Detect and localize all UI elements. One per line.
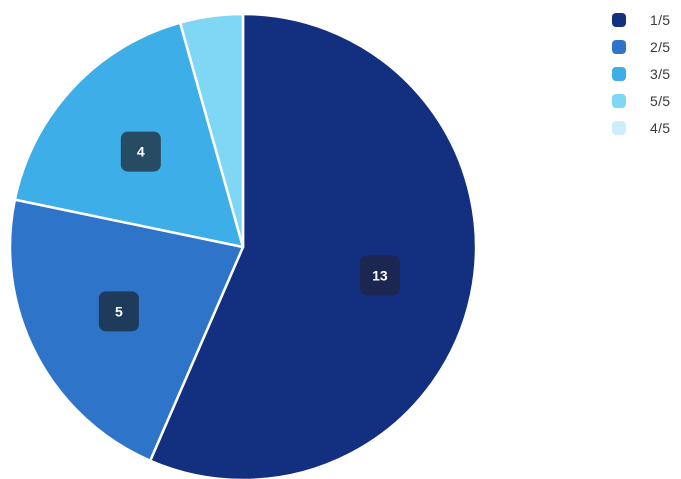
data-label-text: 5 (115, 303, 123, 319)
legend-item-1-5[interactable]: 1/5 (612, 8, 670, 31)
legend-swatch (612, 39, 626, 54)
legend-swatch (612, 66, 626, 81)
legend-label: 2/5 (650, 38, 671, 55)
data-label-1-5: 13 (359, 255, 400, 296)
pie-slices (8, 12, 478, 479)
legend-item-4-5[interactable]: 4/5 (612, 116, 670, 139)
data-label-2-5: 5 (98, 291, 139, 332)
legend-label: 4/5 (650, 119, 671, 136)
legend-label: 5/5 (650, 92, 671, 109)
legend-swatch (612, 93, 626, 108)
legend-item-5-5[interactable]: 5/5 (612, 89, 670, 112)
data-label-text: 13 (372, 267, 388, 283)
data-label-bg (359, 255, 400, 296)
data-label-bg (98, 291, 139, 332)
legend-swatch (612, 12, 626, 27)
data-label-bg (120, 131, 161, 172)
legend-item-3-5[interactable]: 3/5 (612, 62, 670, 85)
data-label-text: 4 (137, 144, 145, 160)
pie-slice-5-5[interactable] (178, 12, 245, 249)
chart-legend: 1/5 2/5 3/5 5/5 4/5 (612, 8, 670, 143)
legend-item-2-5[interactable]: 2/5 (612, 35, 670, 58)
pie-data-labels: 13 5 4 (98, 131, 400, 332)
legend-label: 3/5 (650, 65, 671, 82)
legend-label: 1/5 (650, 11, 671, 28)
legend-swatch (612, 120, 626, 135)
data-label-3-5: 4 (120, 131, 161, 172)
